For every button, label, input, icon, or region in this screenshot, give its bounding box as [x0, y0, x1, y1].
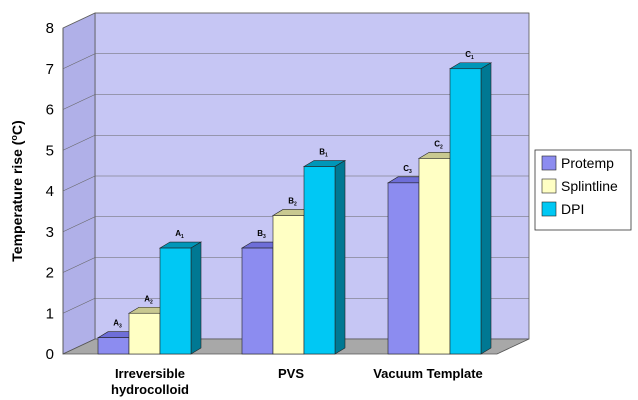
- data-label-sub: 1: [181, 234, 184, 240]
- bar-side: [480, 62, 492, 355]
- data-label-sub: 2: [294, 201, 297, 207]
- bar-front: [159, 247, 192, 355]
- y-tick-label: 7: [46, 61, 54, 78]
- x-tick-label: Irreversible: [115, 366, 185, 381]
- data-label-letter: B: [257, 229, 263, 238]
- gridline: [62, 175, 96, 192]
- bar-front: [449, 68, 482, 355]
- bar: [302, 160, 347, 355]
- data-label: C2: [434, 139, 443, 150]
- legend: Protemp Splintline DPI: [534, 149, 632, 231]
- data-label-letter: C: [465, 50, 471, 59]
- data-label-letter: B: [319, 148, 325, 157]
- gridline: [62, 94, 96, 110]
- x-tick-label: hydrocolloid: [111, 382, 189, 397]
- legend-label: DPI: [561, 201, 584, 217]
- bar-side: [334, 160, 346, 355]
- y-tick-label: 6: [46, 102, 54, 119]
- bars: [96, 62, 493, 355]
- data-label: A2: [144, 294, 153, 305]
- data-label-letter: C: [403, 164, 409, 173]
- y-axis-label-text: Temperature rise (: [9, 140, 25, 261]
- data-label-sub: 3: [409, 169, 412, 175]
- y-axis-label-degree: o: [9, 135, 19, 141]
- data-label: A1: [175, 229, 184, 240]
- data-label: B1: [319, 148, 328, 159]
- data-label-letter: A: [113, 319, 119, 328]
- data-label: C1: [465, 50, 474, 61]
- data-label-sub: 2: [150, 299, 153, 305]
- bar-front: [97, 337, 130, 355]
- gridline: [62, 297, 96, 314]
- y-tick-label: 1: [46, 305, 54, 322]
- y-tick-label: 0: [46, 346, 54, 363]
- legend-swatch: [541, 178, 557, 194]
- data-label-sub: 3: [119, 324, 122, 330]
- data-label: B3: [257, 229, 266, 240]
- data-label-sub: 1: [325, 153, 328, 159]
- y-axis-label: Temperature rise (oC): [9, 120, 25, 261]
- data-label: C3: [403, 164, 412, 175]
- x-tick-label: Vacuum Template: [373, 366, 483, 381]
- bar-side: [190, 241, 202, 355]
- bar-front: [272, 215, 305, 355]
- gridline: [62, 134, 96, 151]
- legend-label: Protemp: [561, 155, 614, 171]
- bar-front: [241, 247, 274, 355]
- y-tick-label: 8: [46, 20, 54, 37]
- x-tick-label: PVS: [278, 366, 304, 381]
- bar-front: [387, 182, 420, 355]
- data-label-sub: 2: [440, 144, 443, 150]
- y-tick-label: 4: [46, 183, 54, 200]
- gridline: [62, 257, 96, 273]
- y-axis: 0 1 2 3 4 5 6 7 8: [46, 20, 64, 363]
- gridline: [62, 53, 96, 70]
- data-label-sub: 1: [471, 55, 474, 61]
- bar-front: [303, 166, 336, 355]
- gridline: [62, 216, 96, 233]
- data-label-letter: A: [175, 229, 181, 238]
- data-label-letter: A: [144, 294, 150, 303]
- data-label: A3: [113, 319, 122, 330]
- legend-swatch: [541, 155, 557, 171]
- legend-label: Splintline: [561, 178, 618, 194]
- bar: [448, 62, 493, 355]
- y-tick-label: 5: [46, 142, 54, 159]
- data-label-letter: B: [288, 196, 294, 205]
- bar: [158, 241, 203, 355]
- legend-swatch: [541, 201, 557, 217]
- y-tick-label: 3: [46, 224, 54, 241]
- bar-front: [128, 312, 161, 355]
- y-tick-label: 2: [46, 265, 54, 282]
- data-label: B2: [288, 196, 297, 207]
- y-axis-label-unit: C): [9, 120, 25, 135]
- data-label-sub: 3: [263, 234, 266, 240]
- bar-front: [418, 158, 451, 355]
- gridline: [62, 12, 96, 29]
- data-label-letter: C: [434, 139, 440, 148]
